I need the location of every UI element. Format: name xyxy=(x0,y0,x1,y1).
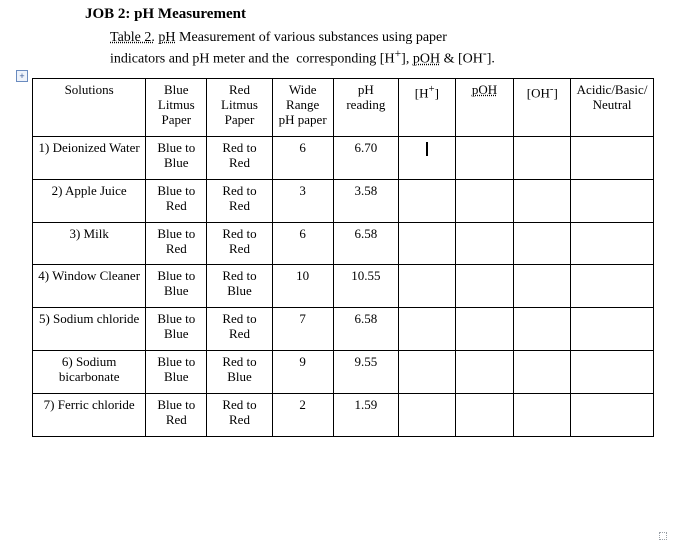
cell-red-litmus: Red to Blue xyxy=(207,265,272,308)
caption-ph-u: pH xyxy=(158,30,175,45)
caption-mid3: & [OH xyxy=(440,51,483,66)
cell-acidic-basic xyxy=(571,394,654,437)
table-row: 4) Window CleanerBlue to BlueRed to Blue… xyxy=(33,265,654,308)
cell-wide-range: 7 xyxy=(272,308,333,351)
col-red-litmus: Red Litmus Paper xyxy=(207,79,272,137)
table-wrapper: Solutions Blue Litmus Paper Red Litmus P… xyxy=(32,78,654,437)
cell-poh xyxy=(455,351,514,394)
cell-wide-range: 9 xyxy=(272,351,333,394)
cell-solution: 1) Deionized Water xyxy=(33,136,146,179)
cell-poh xyxy=(455,222,514,265)
table-row: 5) Sodium chlorideBlue to BlueRed to Red… xyxy=(33,308,654,351)
col-oh-minus: [OH-] xyxy=(514,79,571,137)
cell-h-plus[interactable] xyxy=(399,222,456,265)
col-ph-reading: pH reading xyxy=(333,79,398,137)
cell-red-litmus: Red to Red xyxy=(207,179,272,222)
caption-tail: ]. xyxy=(487,51,495,66)
cell-solution: 4) Window Cleaner xyxy=(33,265,146,308)
cell-acidic-basic xyxy=(571,308,654,351)
ph-table: Solutions Blue Litmus Paper Red Litmus P… xyxy=(32,78,654,437)
header-row: Solutions Blue Litmus Paper Red Litmus P… xyxy=(33,79,654,137)
cell-h-plus[interactable] xyxy=(399,351,456,394)
table-row: 2) Apple JuiceBlue to RedRed to Red33.58 xyxy=(33,179,654,222)
cell-red-litmus: Red to Red xyxy=(207,222,272,265)
cell-blue-litmus: Blue to Blue xyxy=(146,136,207,179)
cell-oh-minus xyxy=(514,222,571,265)
cell-oh-minus xyxy=(514,394,571,437)
cell-ph-reading: 6.58 xyxy=(333,222,398,265)
cell-blue-litmus: Blue to Red xyxy=(146,394,207,437)
cell-acidic-basic xyxy=(571,351,654,394)
cell-wide-range: 6 xyxy=(272,136,333,179)
resize-handle-icon[interactable] xyxy=(659,532,667,540)
caption-table-label: Table 2. xyxy=(110,30,155,45)
cell-h-plus[interactable] xyxy=(399,136,456,179)
cell-red-litmus: Red to Red xyxy=(207,394,272,437)
cell-acidic-basic xyxy=(571,222,654,265)
cell-solution: 5) Sodium chloride xyxy=(33,308,146,351)
cell-oh-minus xyxy=(514,179,571,222)
cell-wide-range: 3 xyxy=(272,179,333,222)
cell-poh xyxy=(455,308,514,351)
table-row: 7) Ferric chlorideBlue to RedRed to Red2… xyxy=(33,394,654,437)
table-anchor-icon[interactable]: + xyxy=(16,70,28,82)
col-wide-range: Wide Range pH paper xyxy=(272,79,333,137)
col-h-plus: [H+] xyxy=(399,79,456,137)
col-poh: pOH xyxy=(455,79,514,137)
cell-blue-litmus: Blue to Blue xyxy=(146,265,207,308)
table-caption: Table 2. pH Measurement of various subst… xyxy=(110,30,495,68)
cell-oh-minus xyxy=(514,308,571,351)
cell-solution: 6) Sodium bicarbonate xyxy=(33,351,146,394)
cell-solution: 3) Milk xyxy=(33,222,146,265)
cell-blue-litmus: Blue to Blue xyxy=(146,351,207,394)
col-acidic-basic: Acidic/Basic/ Neutral xyxy=(571,79,654,137)
cell-ph-reading: 1.59 xyxy=(333,394,398,437)
cell-wide-range: 6 xyxy=(272,222,333,265)
table-row: 3) MilkBlue to RedRed to Red66.58 xyxy=(33,222,654,265)
cell-ph-reading: 9.55 xyxy=(333,351,398,394)
cell-red-litmus: Red to Red xyxy=(207,308,272,351)
cell-poh xyxy=(455,265,514,308)
cell-poh xyxy=(455,179,514,222)
cell-poh xyxy=(455,394,514,437)
cell-h-plus[interactable] xyxy=(399,179,456,222)
cell-oh-minus xyxy=(514,351,571,394)
table-body: 1) Deionized WaterBlue to BlueRed to Red… xyxy=(33,136,654,436)
page: JOB 2: pH Measurement Table 2. pH Measur… xyxy=(0,0,677,546)
caption-mid2: ], xyxy=(401,51,413,66)
cell-oh-minus xyxy=(514,265,571,308)
cell-h-plus[interactable] xyxy=(399,394,456,437)
table-row: 6) Sodium bicarbonateBlue to BlueRed to … xyxy=(33,351,654,394)
cell-h-plus[interactable] xyxy=(399,308,456,351)
cell-ph-reading: 6.58 xyxy=(333,308,398,351)
text-cursor-icon xyxy=(426,142,428,156)
table-row: 1) Deionized WaterBlue to BlueRed to Red… xyxy=(33,136,654,179)
caption-poh-u: pOH xyxy=(413,51,440,66)
cell-wide-range: 2 xyxy=(272,394,333,437)
cell-h-plus[interactable] xyxy=(399,265,456,308)
cell-red-litmus: Red to Red xyxy=(207,136,272,179)
cell-ph-reading: 10.55 xyxy=(333,265,398,308)
col-solutions: Solutions xyxy=(33,79,146,137)
cell-ph-reading: 6.70 xyxy=(333,136,398,179)
cell-acidic-basic xyxy=(571,265,654,308)
cell-acidic-basic xyxy=(571,179,654,222)
cell-acidic-basic xyxy=(571,136,654,179)
cell-oh-minus xyxy=(514,136,571,179)
cell-wide-range: 10 xyxy=(272,265,333,308)
job-heading: JOB 2: pH Measurement xyxy=(85,6,246,23)
cell-blue-litmus: Blue to Red xyxy=(146,222,207,265)
cell-blue-litmus: Blue to Red xyxy=(146,179,207,222)
cell-blue-litmus: Blue to Blue xyxy=(146,308,207,351)
cell-solution: 7) Ferric chloride xyxy=(33,394,146,437)
cell-poh xyxy=(455,136,514,179)
cell-red-litmus: Red to Blue xyxy=(207,351,272,394)
cell-solution: 2) Apple Juice xyxy=(33,179,146,222)
col-blue-litmus: Blue Litmus Paper xyxy=(146,79,207,137)
cell-ph-reading: 3.58 xyxy=(333,179,398,222)
